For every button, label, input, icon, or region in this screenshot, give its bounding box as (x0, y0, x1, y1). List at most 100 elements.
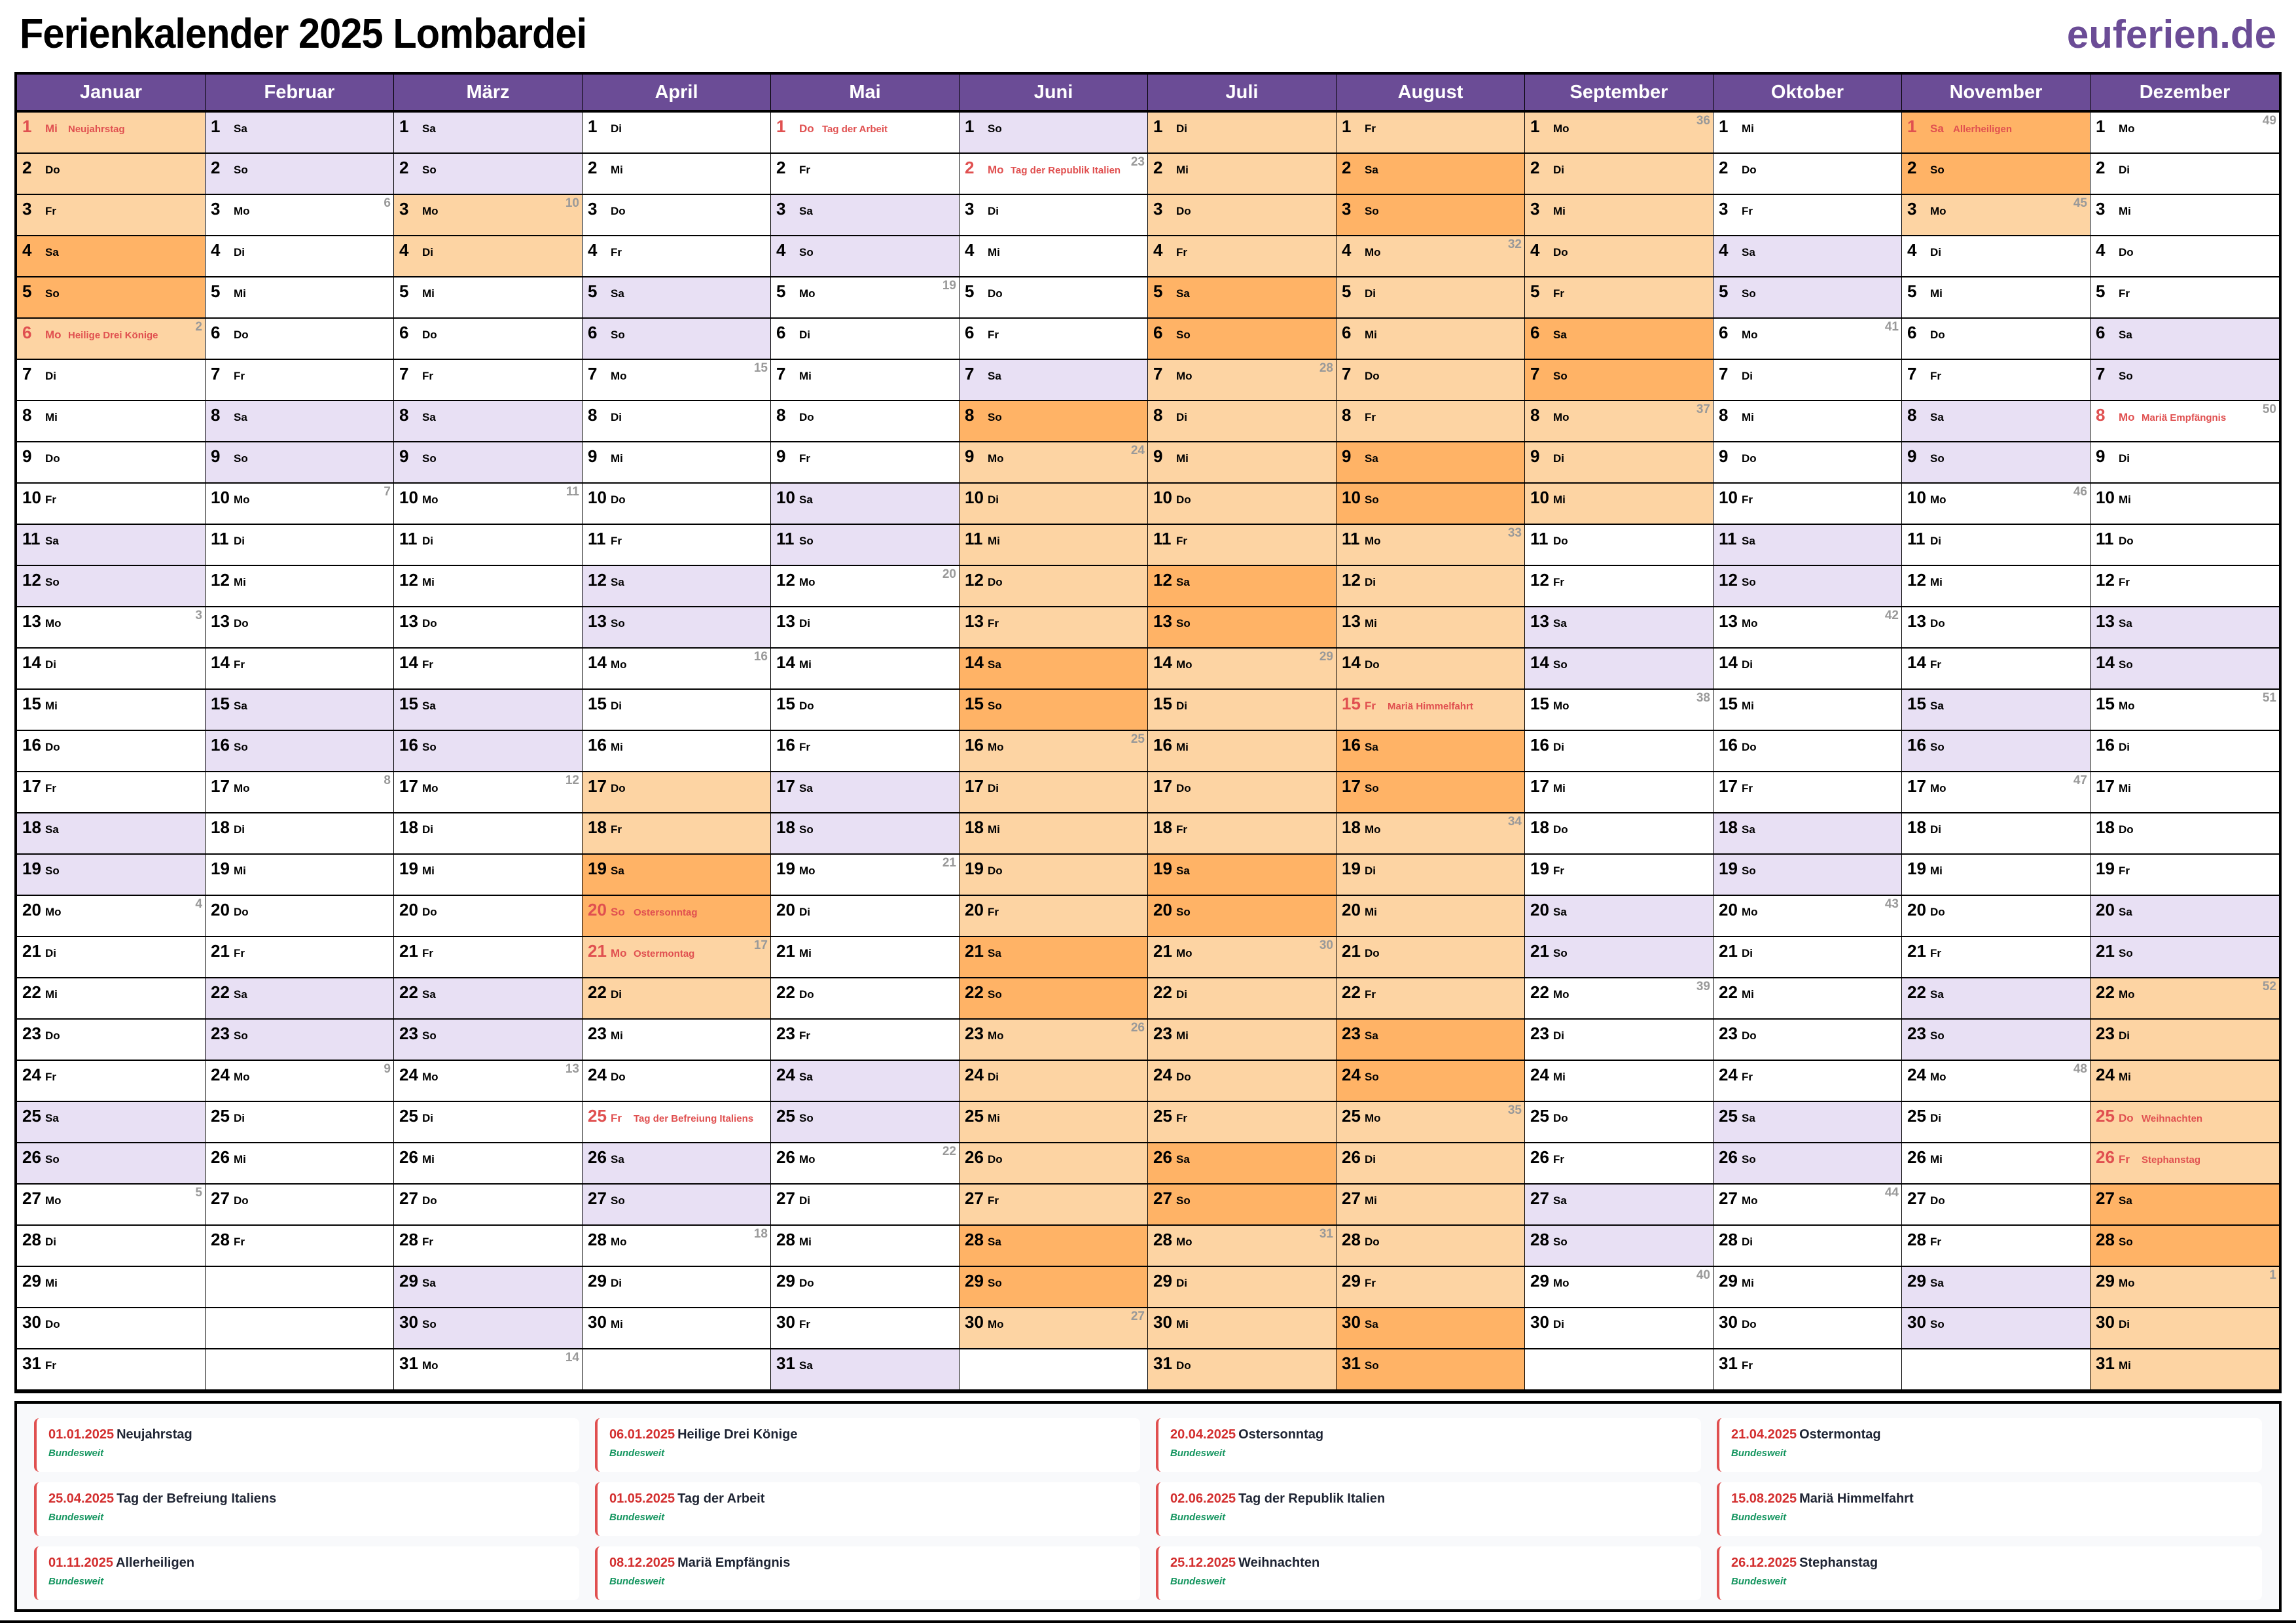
day-cell[interactable]: 5 (1148, 277, 1336, 319)
day-cell[interactable]: 2 (1713, 154, 1901, 195)
day-cell[interactable]: 4 (394, 236, 582, 277)
day-cell[interactable]: 16 (2090, 731, 2279, 772)
day-cell[interactable]: 16 (583, 731, 770, 772)
day-cell[interactable]: 7 (206, 360, 393, 401)
day-cell[interactable]: 28 (206, 1226, 393, 1267)
day-cell[interactable]: 23 (1148, 1020, 1336, 1061)
day-cell[interactable]: 7 (771, 360, 959, 401)
day-cell[interactable]: 20 (206, 896, 393, 937)
day-cell[interactable]: 5 (2090, 277, 2279, 319)
day-cell[interactable]: 25 (960, 1102, 1147, 1143)
day-cell[interactable]: 31 (2090, 1349, 2279, 1391)
day-cell[interactable]: 10 (771, 484, 959, 525)
day-cell[interactable]: 8 (771, 401, 959, 442)
day-cell[interactable]: 22 (960, 978, 1147, 1020)
day-cell[interactable]: 8 (17, 401, 205, 442)
day-cell[interactable]: 19 (1525, 855, 1713, 896)
day-cell[interactable]: 9 (394, 442, 582, 484)
day-cell[interactable]: 25 (1902, 1102, 2090, 1143)
day-cell[interactable]: 6 (1336, 319, 1524, 360)
day-cell[interactable]: 23 (1525, 1020, 1713, 1061)
day-cell[interactable]: 30 (1902, 1308, 2090, 1349)
day-cell[interactable]: 21 (17, 937, 205, 978)
day-cell[interactable]: 23 (1713, 1020, 1901, 1061)
day-cell[interactable]: 14 (394, 649, 582, 690)
day-cell[interactable]: 17 (771, 772, 959, 813)
day-cell[interactable]: 24 13 (394, 1061, 582, 1102)
day-cell[interactable]: 2 (1525, 154, 1713, 195)
day-cell[interactable]: 23 (206, 1020, 393, 1061)
day-cell[interactable]: 27 (583, 1185, 770, 1226)
day-cell[interactable]: 10 (2090, 484, 2279, 525)
day-cell[interactable]: 13 3 (17, 607, 205, 649)
day-cell[interactable]: 18 (17, 813, 205, 855)
day-cell[interactable]: 2 (1336, 154, 1524, 195)
day-cell[interactable]: 10 (17, 484, 205, 525)
day-cell[interactable]: 9 24 (960, 442, 1147, 484)
day-cell[interactable]: 13 (1525, 607, 1713, 649)
day-cell[interactable]: 6 (394, 319, 582, 360)
day-cell[interactable]: 26 (1713, 1143, 1901, 1185)
day-cell[interactable]: 5 (206, 277, 393, 319)
day-cell[interactable]: 13 (2090, 607, 2279, 649)
day-cell[interactable]: 22 (771, 978, 959, 1020)
day-cell[interactable]: 2 (394, 154, 582, 195)
day-cell[interactable]: 4 32 (1336, 236, 1524, 277)
day-cell[interactable]: 24 (1525, 1061, 1713, 1102)
day-cell[interactable]: 25 (1713, 1102, 1901, 1143)
day-cell[interactable]: 9 (771, 442, 959, 484)
day-cell[interactable]: 21 Ostermontag 17 (583, 937, 770, 978)
day-cell[interactable]: 6 (960, 319, 1147, 360)
day-cell[interactable]: 11 (960, 525, 1147, 566)
day-cell[interactable]: 30 (583, 1308, 770, 1349)
day-cell[interactable]: 29 (1902, 1267, 2090, 1308)
day-cell[interactable]: 17 (1336, 772, 1524, 813)
day-cell[interactable]: 15 (17, 690, 205, 731)
day-cell[interactable]: 30 (1336, 1308, 1524, 1349)
day-cell[interactable]: 6 (1902, 319, 2090, 360)
day-cell[interactable]: 26 Stephanstag (2090, 1143, 2279, 1185)
day-cell[interactable]: 30 (17, 1308, 205, 1349)
day-cell[interactable]: 22 (17, 978, 205, 1020)
day-cell[interactable]: 7 (1525, 360, 1713, 401)
day-cell[interactable]: 5 (394, 277, 582, 319)
day-cell[interactable]: 10 (583, 484, 770, 525)
day-cell[interactable]: 11 (1525, 525, 1713, 566)
day-cell[interactable]: 4 (17, 236, 205, 277)
day-cell[interactable]: 4 (1713, 236, 1901, 277)
day-cell[interactable]: 1 (960, 113, 1147, 154)
day-cell[interactable]: 14 16 (583, 649, 770, 690)
day-cell[interactable]: 11 (17, 525, 205, 566)
day-cell[interactable]: 10 11 (394, 484, 582, 525)
day-cell[interactable]: 25 (1525, 1102, 1713, 1143)
day-cell[interactable]: 20 (960, 896, 1147, 937)
day-cell[interactable]: 1 (1336, 113, 1524, 154)
day-cell[interactable]: 19 (206, 855, 393, 896)
day-cell[interactable]: 3 45 (1902, 195, 2090, 236)
day-cell[interactable]: 9 (1902, 442, 2090, 484)
day-cell[interactable]: 28 31 (1148, 1226, 1336, 1267)
day-cell[interactable]: 28 18 (583, 1226, 770, 1267)
day-cell[interactable]: 24 (960, 1061, 1147, 1102)
day-cell[interactable]: 12 (206, 566, 393, 607)
day-cell[interactable]: 6 41 (1713, 319, 1901, 360)
day-cell[interactable]: 17 (960, 772, 1147, 813)
day-cell[interactable]: 3 (17, 195, 205, 236)
day-cell[interactable]: 7 (1902, 360, 2090, 401)
day-cell[interactable]: 10 (960, 484, 1147, 525)
day-cell[interactable]: 2 (583, 154, 770, 195)
day-cell[interactable]: 21 (1713, 937, 1901, 978)
day-cell[interactable]: 22 (394, 978, 582, 1020)
day-cell[interactable]: 28 (2090, 1226, 2279, 1267)
day-cell[interactable]: 6 (583, 319, 770, 360)
day-cell[interactable]: 6 (2090, 319, 2279, 360)
day-cell[interactable]: 15 51 (2090, 690, 2279, 731)
day-cell[interactable]: 25 (1148, 1102, 1336, 1143)
day-cell[interactable]: 2 (2090, 154, 2279, 195)
day-cell[interactable]: 29 (1148, 1267, 1336, 1308)
day-cell[interactable]: 24 (1148, 1061, 1336, 1102)
day-cell[interactable]: 1 36 (1525, 113, 1713, 154)
day-cell[interactable]: 26 22 (771, 1143, 959, 1185)
day-cell[interactable]: 18 (206, 813, 393, 855)
